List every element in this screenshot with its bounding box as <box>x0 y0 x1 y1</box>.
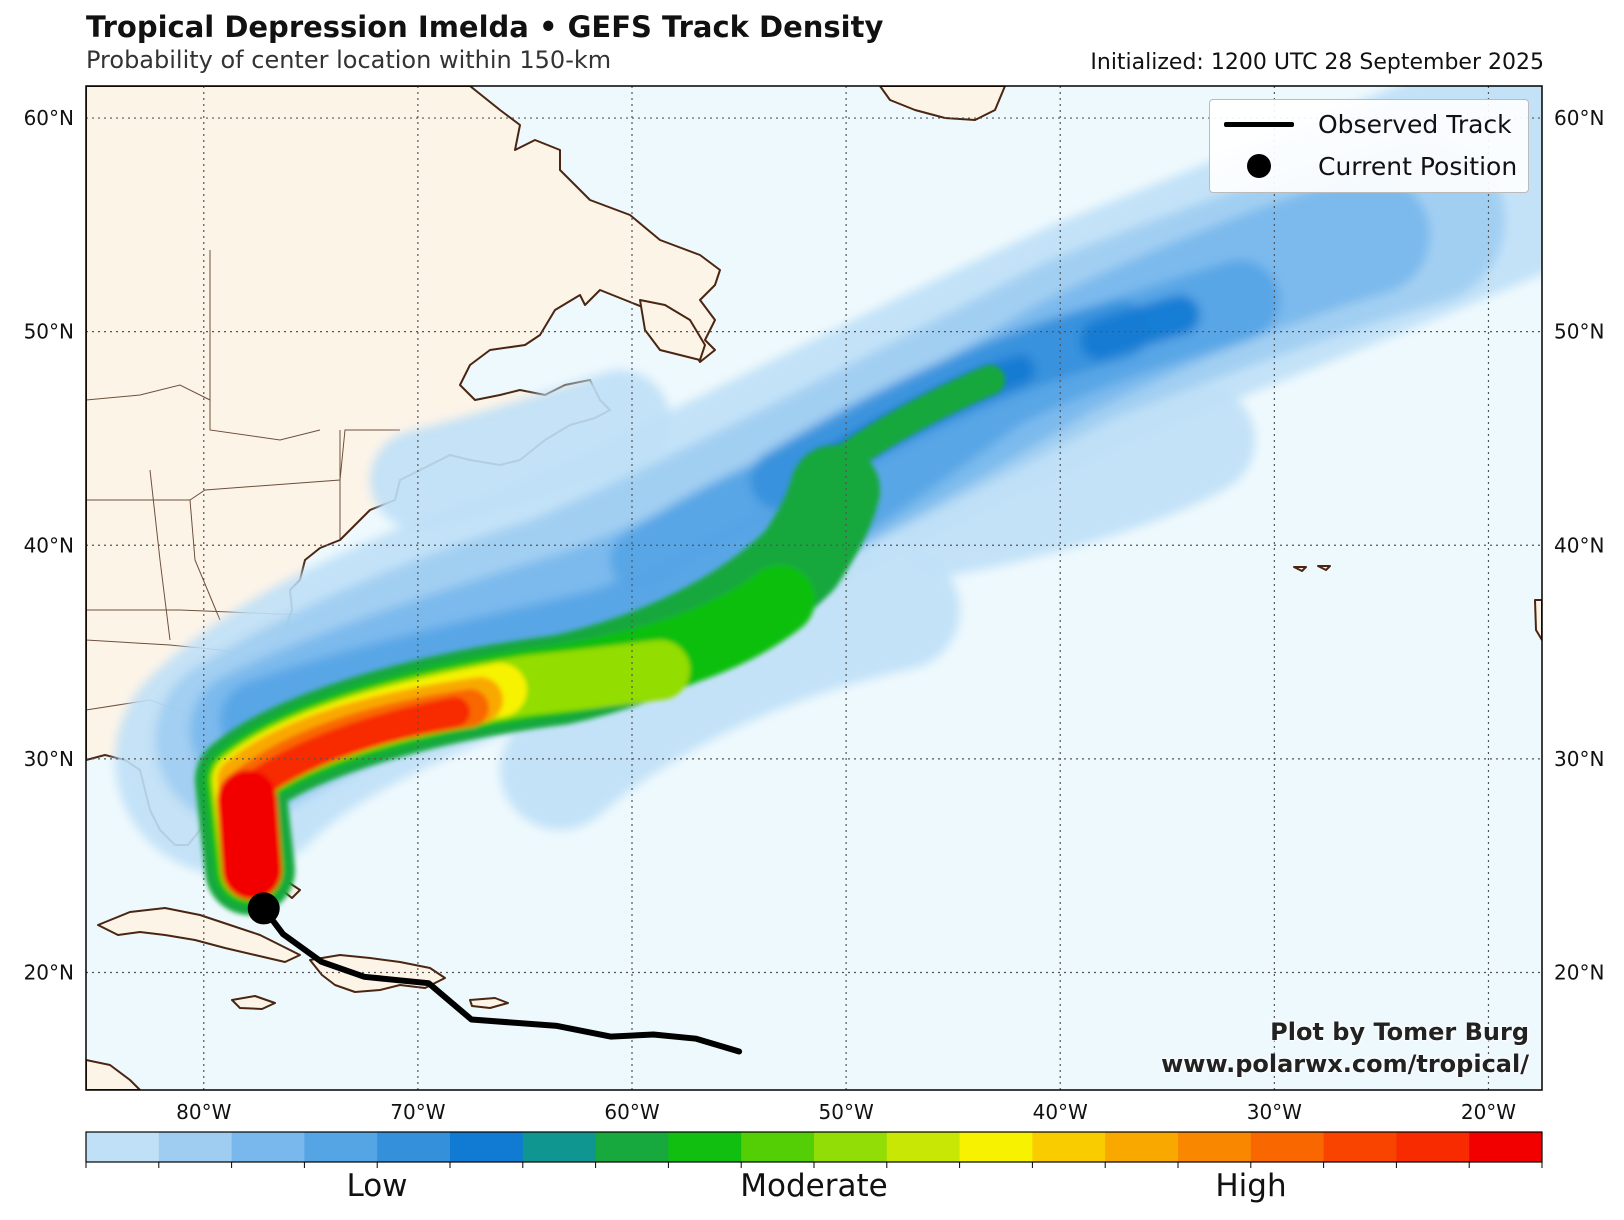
lat-label-left: 40°N <box>24 533 74 557</box>
longitude-labels: 80°W 70°W 60°W 50°W 40°W 30°W 20°W <box>176 1100 1516 1124</box>
lon-label: 50°W <box>819 1100 874 1124</box>
colorbar-segment <box>1105 1132 1179 1162</box>
colorbar-segment <box>86 1132 160 1162</box>
lon-label: 70°W <box>390 1100 445 1124</box>
latitude-labels-right: 60°N 50°N 40°N 30°N 20°N <box>1554 106 1604 984</box>
map-subtitle: Probability of center location within 15… <box>86 46 612 74</box>
observed-track-line <box>260 905 743 1055</box>
lat-label-right: 40°N <box>1554 533 1604 557</box>
colorbar-segment <box>814 1132 888 1162</box>
observed-track-swatch <box>1224 121 1294 127</box>
lat-label-right: 20°N <box>1554 961 1604 985</box>
lat-label-right: 30°N <box>1554 747 1604 771</box>
lat-label-left: 50°N <box>24 320 74 344</box>
lat-label-right: 50°N <box>1554 320 1604 344</box>
colorbar-segment <box>886 1132 961 1162</box>
lon-label: 60°W <box>604 1100 659 1124</box>
cuba-land <box>97 907 301 963</box>
current-position-marker <box>247 892 280 925</box>
lat-label-left: 20°N <box>24 961 74 985</box>
colorbar-frame <box>85 1131 1543 1163</box>
legend-label-observed-track: Observed Track <box>1318 109 1512 139</box>
colorbar-segment <box>668 1132 742 1162</box>
colorbar-label-moderate: Moderate <box>740 1168 888 1204</box>
lon-label: 80°W <box>176 1100 231 1124</box>
colorbar-segment <box>1396 1132 1470 1162</box>
colorbar-segment <box>522 1132 597 1162</box>
colorbar-segment <box>158 1132 233 1162</box>
map-title: Tropical Depression Imelda • GEFS Track … <box>86 10 884 44</box>
legend-entry-current-position: Current Position <box>1224 146 1517 186</box>
south-america-land <box>86 1059 141 1090</box>
azores-island <box>1293 566 1307 572</box>
map-legend: Observed Track Current Position <box>1209 99 1529 193</box>
colorbar-label-high: High <box>1215 1168 1287 1204</box>
colorbar-segment <box>959 1132 1033 1162</box>
lon-label: 40°W <box>1033 1100 1088 1124</box>
colorbar-segment <box>1469 1132 1543 1162</box>
latitude-labels-left: 60°N 50°N 40°N 30°N 20°N <box>24 106 74 984</box>
colorbar-segment <box>231 1132 305 1162</box>
colorbar-label-low: Low <box>346 1168 408 1204</box>
colorbar-segment <box>1250 1132 1325 1162</box>
lat-label-left: 60°N <box>24 106 74 130</box>
credit-url: www.polarwx.com/tropical/ <box>1161 1050 1529 1078</box>
lat-label-right: 60°N <box>1554 106 1604 130</box>
map-frame <box>85 85 1543 1091</box>
newfoundland-land <box>639 299 706 361</box>
colorbar-segment <box>595 1132 669 1162</box>
colorbar <box>85 1132 1543 1168</box>
colorbar-segment <box>1323 1132 1397 1162</box>
colorbar-segment <box>741 1132 815 1162</box>
colorbar-segment <box>1178 1132 1252 1162</box>
density-plume <box>115 86 1542 915</box>
current-position-swatch <box>1247 154 1271 178</box>
greenland-land <box>879 86 1006 121</box>
initialized-time: Initialized: 1200 UTC 28 September 2025 <box>1090 50 1544 75</box>
jamaica-land <box>231 995 276 1010</box>
colorbar-segment <box>304 1132 378 1162</box>
legend-label-current-position: Current Position <box>1318 151 1518 181</box>
azores-island-2 <box>1317 565 1331 571</box>
lon-label: 30°W <box>1247 1100 1302 1124</box>
lon-label: 20°W <box>1461 1100 1516 1124</box>
credit-author: Plot by Tomer Burg <box>1270 1018 1529 1046</box>
colorbar-segment <box>377 1132 451 1162</box>
lat-label-left: 30°N <box>24 747 74 771</box>
europe-edge-land <box>1534 599 1542 641</box>
colorbar-segment <box>450 1132 524 1162</box>
puerto-rico-land <box>469 997 509 1009</box>
colorbar-segment <box>1032 1132 1106 1162</box>
legend-entry-observed-track: Observed Track <box>1224 104 1512 144</box>
